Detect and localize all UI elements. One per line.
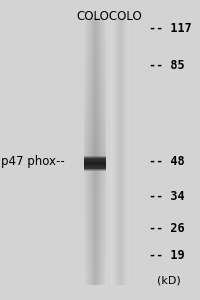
Text: -- 26: -- 26 [149,221,185,235]
Text: -- 19: -- 19 [149,249,185,262]
Text: (kD): (kD) [157,275,181,286]
Text: p47 phox--: p47 phox-- [1,155,65,168]
Text: COLOCOLO: COLOCOLO [76,10,142,22]
Text: -- 34: -- 34 [149,190,185,203]
Text: -- 117: -- 117 [149,22,192,35]
Text: -- 85: -- 85 [149,59,185,72]
Text: -- 48: -- 48 [149,155,185,168]
